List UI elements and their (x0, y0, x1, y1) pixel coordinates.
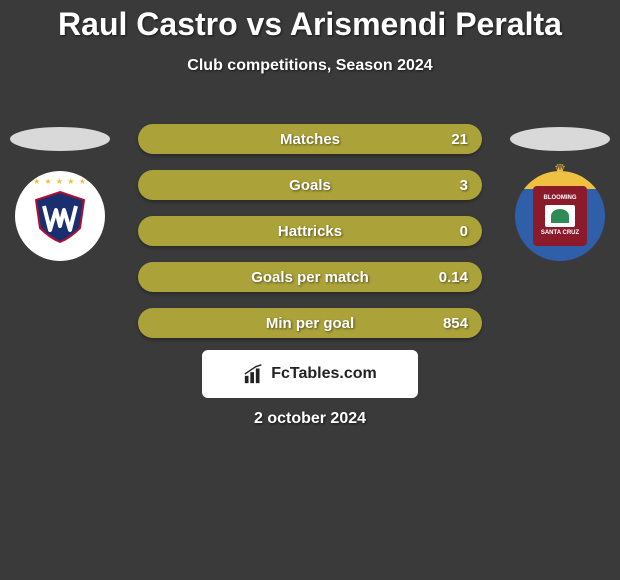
blooming-shield-icon: BLOOMING SANTA CRUZ (533, 186, 587, 246)
right-club-badge: ♛ BLOOMING SANTA CRUZ (515, 171, 605, 261)
stat-label: Min per goal (266, 315, 354, 332)
stat-row: Min per goal 854 (138, 308, 482, 338)
right-badge-text-bottom: SANTA CRUZ (541, 230, 579, 237)
player-left-photo-placeholder (10, 127, 110, 151)
badge-stars-icon: ★ ★ ★ ★ ★ (33, 177, 87, 186)
stat-row: Goals 3 (138, 170, 482, 200)
stat-row: Matches 21 (138, 124, 482, 154)
stat-value: 21 (451, 131, 468, 148)
attribution-text: FcTables.com (271, 365, 377, 383)
player-right-photo-placeholder (510, 127, 610, 151)
stat-label: Goals (289, 177, 331, 194)
crown-icon: ♛ (554, 161, 567, 178)
stat-value: 0.14 (439, 269, 468, 286)
attribution-badge: FcTables.com (202, 350, 418, 398)
date-text: 2 october 2024 (0, 410, 620, 428)
right-badge-text-top: BLOOMING (544, 195, 577, 202)
stat-value: 3 (460, 177, 468, 194)
stat-label: Goals per match (251, 269, 369, 286)
left-club-badge: ★ ★ ★ ★ ★ (15, 171, 105, 261)
stat-label: Hattricks (278, 223, 342, 240)
wilstermann-shield-icon (30, 186, 90, 246)
stat-row: Hattricks 0 (138, 216, 482, 246)
page-title: Raul Castro vs Arismendi Peralta (0, 0, 620, 43)
stat-value: 854 (443, 315, 468, 332)
stat-label: Matches (280, 131, 340, 148)
stats-container: Matches 21 Goals 3 Hattricks 0 Goals per… (138, 124, 482, 354)
stat-row: Goals per match 0.14 (138, 262, 482, 292)
stat-value: 0 (460, 223, 468, 240)
player-right-column: ♛ BLOOMING SANTA CRUZ (510, 127, 610, 261)
player-left-column: ★ ★ ★ ★ ★ (10, 127, 110, 261)
subtitle: Club competitions, Season 2024 (0, 57, 620, 75)
bar-chart-icon (243, 363, 265, 385)
